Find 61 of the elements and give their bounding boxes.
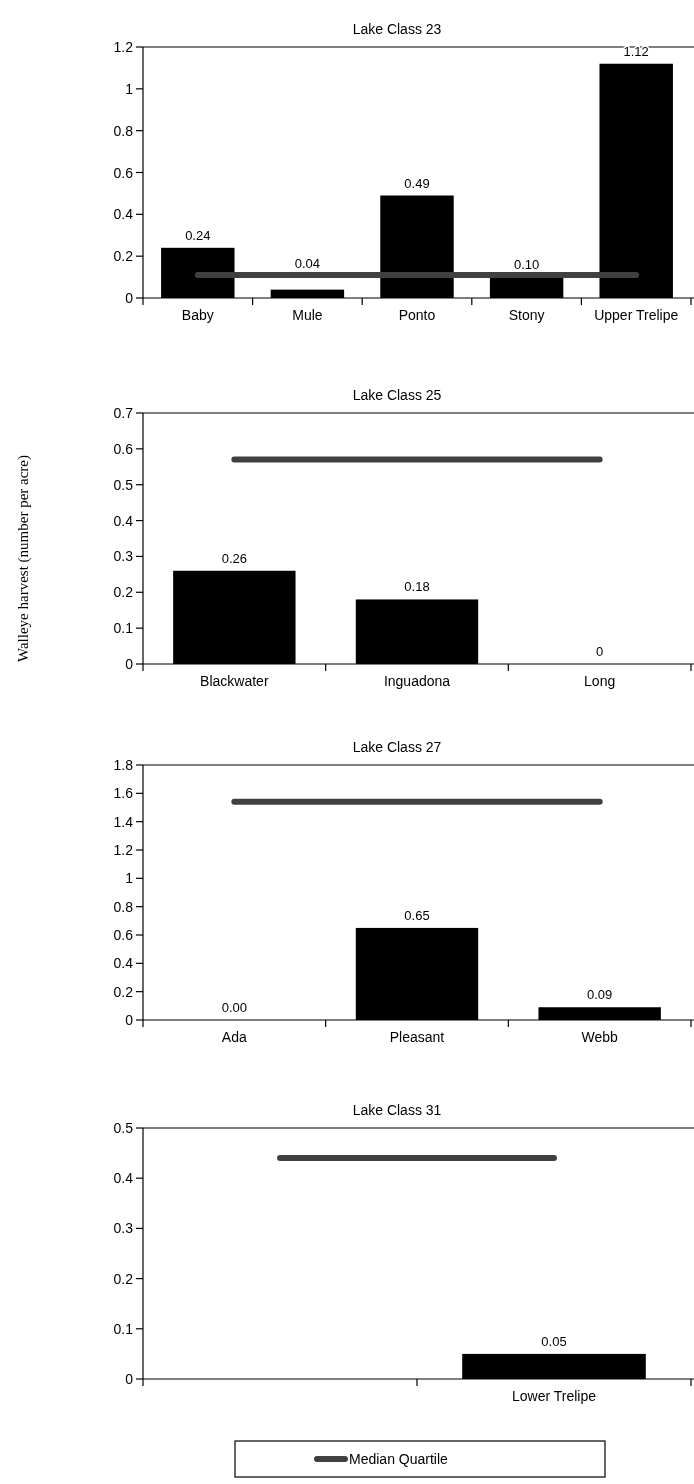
x-tick-label: Lower Trelipe — [511, 1388, 597, 1404]
chart-title: Lake Class 23 — [352, 21, 442, 37]
y-tick-label: 0.4 — [113, 512, 134, 529]
data-label: 0.09 — [587, 987, 613, 1003]
y-tick-label: 1.2 — [113, 842, 134, 858]
y-tick-label: 0.2 — [113, 248, 134, 265]
x-tick-label: Pleasant — [389, 1029, 445, 1045]
y-tick-label: 1.4 — [113, 813, 134, 830]
y-tick-label: 0 — [125, 1012, 134, 1028]
y-tick-label: 0.3 — [113, 548, 134, 565]
y-tick-label: 0.4 — [113, 955, 134, 972]
y-tick-label: 0 — [125, 1371, 134, 1387]
y-tick-label: 0.6 — [113, 164, 134, 181]
data-label: 0.24 — [185, 227, 211, 243]
x-tick-label: Webb — [581, 1029, 619, 1045]
x-tick-label: Ponto — [398, 307, 436, 323]
y-tick-label: 0.2 — [113, 1270, 134, 1287]
x-tick-label: Ada — [221, 1029, 247, 1045]
chart-title: Lake Class 31 — [352, 1102, 442, 1118]
x-tick-label: Long — [584, 673, 616, 689]
y-axis-title: Walleye harvest (number per acre) — [15, 454, 32, 663]
data-label: 0.26 — [221, 550, 247, 566]
chart-title: Lake Class 25 — [352, 387, 442, 403]
data-label: 0.00 — [221, 1000, 247, 1015]
data-label: 0.04 — [294, 255, 321, 271]
y-tick-label: 0.5 — [113, 1120, 134, 1136]
y-tick-label: 0.4 — [113, 1170, 134, 1187]
y-tick-label: 0.1 — [113, 1320, 134, 1337]
y-tick-label: 1.8 — [113, 757, 134, 773]
y-tick-label: 0.1 — [113, 620, 134, 637]
y-tick-label: 1.6 — [113, 785, 134, 802]
x-tick-label: Blackwater — [200, 673, 269, 689]
y-tick-label: 0.6 — [113, 440, 134, 457]
x-tick-label: Baby — [181, 307, 214, 323]
data-label: 0 — [596, 644, 604, 659]
data-label: 0.10 — [513, 257, 540, 273]
y-tick-label: 0.7 — [113, 405, 134, 421]
chart-title: Lake Class 27 — [352, 739, 442, 755]
y-tick-label: 0 — [125, 656, 134, 672]
y-tick-label: 1.2 — [113, 39, 134, 55]
x-tick-label: Inguadona — [383, 673, 451, 689]
data-label: 0.65 — [404, 907, 430, 923]
y-tick-label: 0.8 — [113, 122, 134, 139]
data-label: 0.05 — [541, 1333, 567, 1349]
data-label: 0.49 — [404, 175, 430, 191]
y-tick-label: 0.6 — [113, 927, 134, 943]
x-tick-label: Upper Trelipe — [594, 307, 679, 323]
data-label: 0.18 — [404, 579, 430, 595]
legend-label: Median Quartile — [349, 1451, 449, 1467]
y-tick-label: 0.2 — [113, 584, 134, 601]
y-tick-label: 0.8 — [113, 898, 134, 915]
y-tick-label: 0 — [125, 290, 134, 306]
y-tick-label: 1 — [125, 80, 134, 97]
y-tick-label: 0.5 — [113, 476, 134, 493]
x-tick-label: Stony — [508, 307, 545, 323]
x-tick-label: Mule — [292, 307, 323, 323]
y-tick-label: 0.2 — [113, 983, 134, 1000]
data-label: 1.12 — [623, 43, 649, 59]
y-tick-label: 1 — [125, 870, 134, 887]
y-tick-label: 0.4 — [113, 206, 134, 223]
y-tick-label: 0.3 — [113, 1220, 134, 1237]
